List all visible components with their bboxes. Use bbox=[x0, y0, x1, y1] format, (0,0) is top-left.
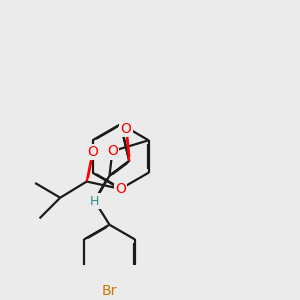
Text: H: H bbox=[90, 195, 99, 208]
Text: O: O bbox=[107, 144, 118, 158]
Text: O: O bbox=[87, 145, 98, 159]
Text: O: O bbox=[115, 182, 126, 196]
Text: Br: Br bbox=[102, 284, 117, 298]
Text: O: O bbox=[121, 122, 131, 136]
